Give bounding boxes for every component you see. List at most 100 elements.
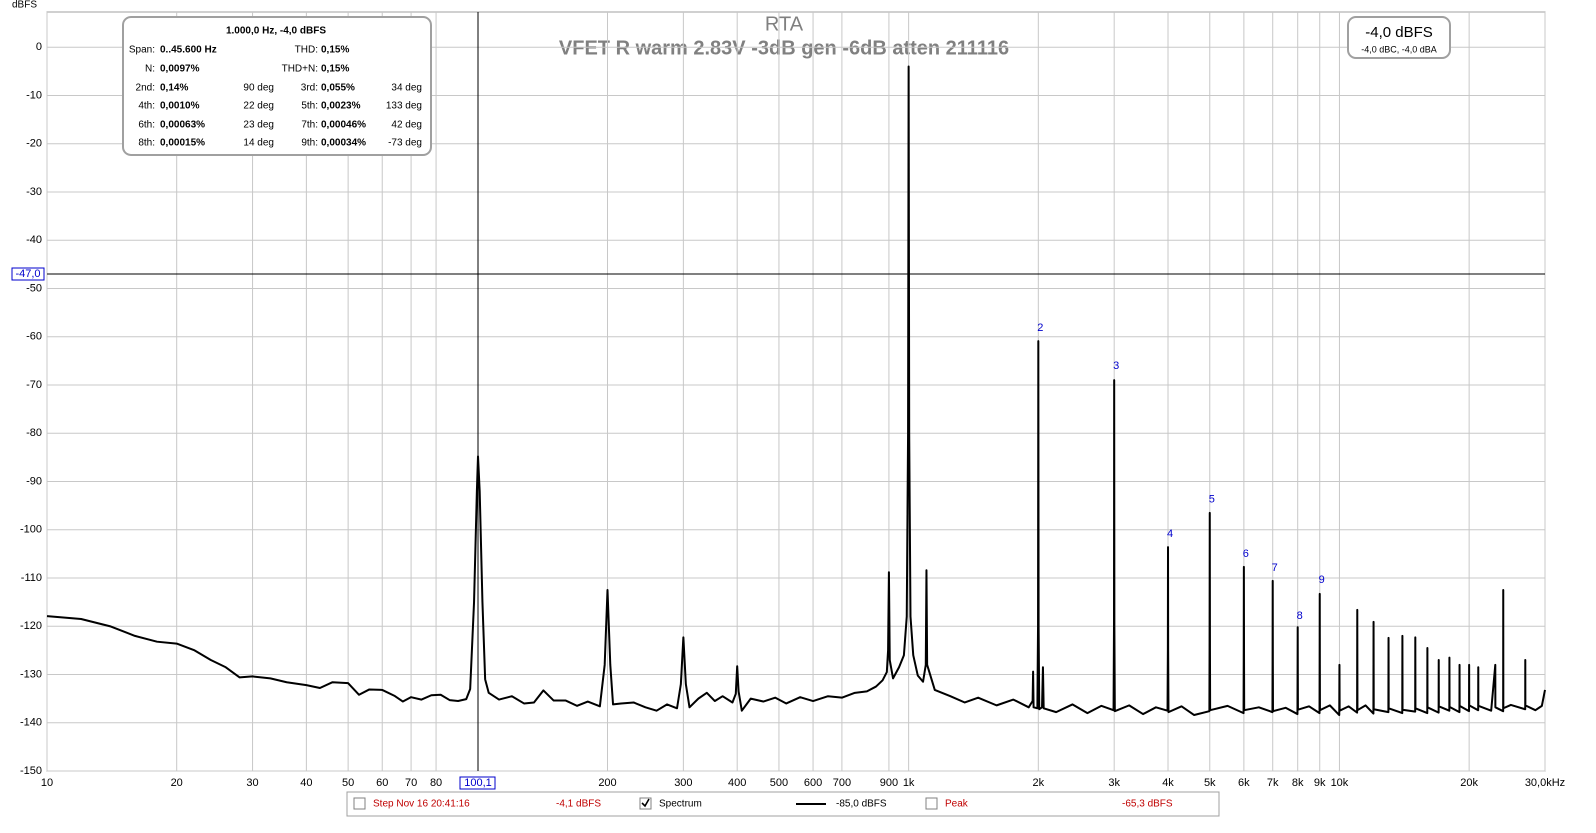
info-cell: 0,15%: [321, 45, 349, 56]
info-cell: 7th:: [301, 120, 318, 131]
info-cell: 0,00034%: [321, 138, 366, 149]
y-tick-label: -50: [26, 282, 42, 294]
x-tick-label: 3k: [1108, 777, 1120, 789]
level-sub: -4,0 dBC, -4,0 dBA: [1361, 44, 1437, 54]
info-cell: 0,0023%: [321, 101, 361, 112]
cursor-y-box: [11, 267, 45, 281]
harmonic-label: 9: [1319, 574, 1325, 586]
x-tick-label: 9k: [1314, 777, 1326, 789]
info-cell: 0..45.600 Hz: [160, 45, 217, 56]
legend-bar: [346, 791, 1220, 817]
x-tick-label: 70: [405, 777, 417, 789]
info-header: 1.000,0 Hz, -4,0 dBFS: [226, 26, 326, 37]
info-cell: Span:: [129, 45, 155, 56]
x-tick-label: 400: [728, 777, 746, 789]
x-tick-label: 500: [770, 777, 788, 789]
info-cell: 0,0097%: [160, 64, 200, 75]
level-main: -4,0 dBFS: [1365, 24, 1433, 41]
x-tick-label: 7k: [1267, 777, 1279, 789]
info-cell: 0,00046%: [321, 120, 366, 131]
legend-name: Spectrum: [659, 799, 702, 810]
y-tick-label: -30: [26, 186, 42, 198]
info-cell: 4th:: [138, 101, 155, 112]
harmonic-label: 3: [1113, 360, 1119, 372]
x-tick-label: 1k: [903, 777, 915, 789]
x-tick-label: 6k: [1238, 777, 1250, 789]
x-tick-label: 50: [342, 777, 354, 789]
marks: 2 3 4 5 6 7 8 9: [46, 12, 1546, 771]
info-cell: 22 deg: [243, 101, 274, 112]
chart-subtitle: VFET R warm 2.83V -3dB gen -6dB atten 21…: [559, 37, 1009, 59]
harmonic-label: 2: [1037, 322, 1043, 334]
checkbox[interactable]: [353, 797, 366, 810]
x-tick-label: 30: [246, 777, 258, 789]
info-cell: 0,14%: [160, 83, 188, 94]
y-tick-label: -120: [20, 620, 42, 632]
harmonic-label: 5: [1209, 494, 1215, 506]
y-tick-label: 0: [36, 41, 42, 53]
y-tick-label: -60: [26, 331, 42, 343]
info-box-frame: [122, 16, 432, 156]
x-tick-label: 900: [880, 777, 898, 789]
info-cell: 9th:: [301, 138, 318, 149]
x-tick-label: 10: [41, 777, 53, 789]
level-box: -4,0 dBFS -4,0 dBC, -4,0 dBA: [1347, 16, 1451, 59]
checkmark: [641, 798, 650, 808]
y-tick-label: -90: [26, 475, 42, 487]
info-cell: 0,00015%: [160, 138, 205, 149]
info-cell: 23 deg: [243, 120, 274, 131]
legend: Step Nov 16 20:41:16 -4,1 dBFS Spectrum -85…: [353, 797, 1173, 810]
info-cell: -73 deg: [388, 138, 422, 149]
x-tick-label: 80: [430, 777, 442, 789]
x-tick-label: 60: [376, 777, 388, 789]
x-tick-label: 8k: [1292, 777, 1304, 789]
y-axis-label: dBFS: [12, 0, 37, 11]
level-box-frame: [1347, 16, 1451, 59]
x-tick-label: 300: [674, 777, 692, 789]
legend-level: -85,0 dBFS: [836, 799, 887, 810]
info-box: 1.000,0 Hz, -4,0 dBFS Span: 0..45.600 Hz T…: [122, 16, 432, 156]
y-tick-label: -150: [20, 765, 42, 777]
info-cell: 6th:: [138, 120, 155, 131]
legend-level: -65,3 dBFS: [1122, 799, 1173, 810]
info-cell: THD+N:: [282, 64, 318, 75]
cursor-x-label: 100,1: [464, 777, 492, 789]
x-tick-label: 20k: [1460, 777, 1478, 789]
harmonic-label: 6: [1243, 548, 1249, 560]
legend-name: Step Nov 16 20:41:16: [373, 799, 470, 810]
y-tick-label: -80: [26, 427, 42, 439]
y-tick-label: -20: [26, 138, 42, 150]
legend-name: Peak: [945, 799, 969, 810]
info-cell: 3rd:: [301, 83, 318, 94]
checkbox[interactable]: [639, 797, 652, 810]
x-tick-label: 5k: [1204, 777, 1216, 789]
y-tick-label: -110: [21, 572, 42, 584]
info-cell: 14 deg: [243, 138, 274, 149]
y-tick-label: -140: [20, 717, 42, 729]
y-tick-label: -40: [26, 234, 42, 246]
x-tick-label: 4k: [1162, 777, 1174, 789]
cursor-x-box: [459, 776, 496, 790]
harmonic-label: 8: [1297, 610, 1303, 622]
info-cell: 0,00063%: [160, 120, 205, 131]
info-cell: 8th:: [138, 138, 155, 149]
info-cell: THD:: [295, 45, 318, 56]
y-tick-label: -10: [26, 89, 42, 101]
info-cell: 34 deg: [391, 83, 422, 94]
x-tick-label: 20: [171, 777, 183, 789]
info-cell: 5th:: [301, 101, 318, 112]
harmonic-label: 4: [1167, 528, 1173, 540]
chart-title: RTA: [765, 13, 804, 35]
info-cell: 0,055%: [321, 83, 355, 94]
info-cell: N:: [145, 64, 155, 75]
x-tick-label: 700: [833, 777, 851, 789]
info-cell: 0,0010%: [160, 101, 200, 112]
x-tick-label: 600: [804, 777, 822, 789]
legend-level: -4,1 dBFS: [556, 799, 601, 810]
x-tick-label: 2k: [1033, 777, 1045, 789]
harmonic-label: 7: [1272, 562, 1278, 574]
checkbox[interactable]: [925, 797, 938, 810]
y-tick-label: -130: [20, 668, 42, 680]
x-tick-label: 200: [598, 777, 616, 789]
